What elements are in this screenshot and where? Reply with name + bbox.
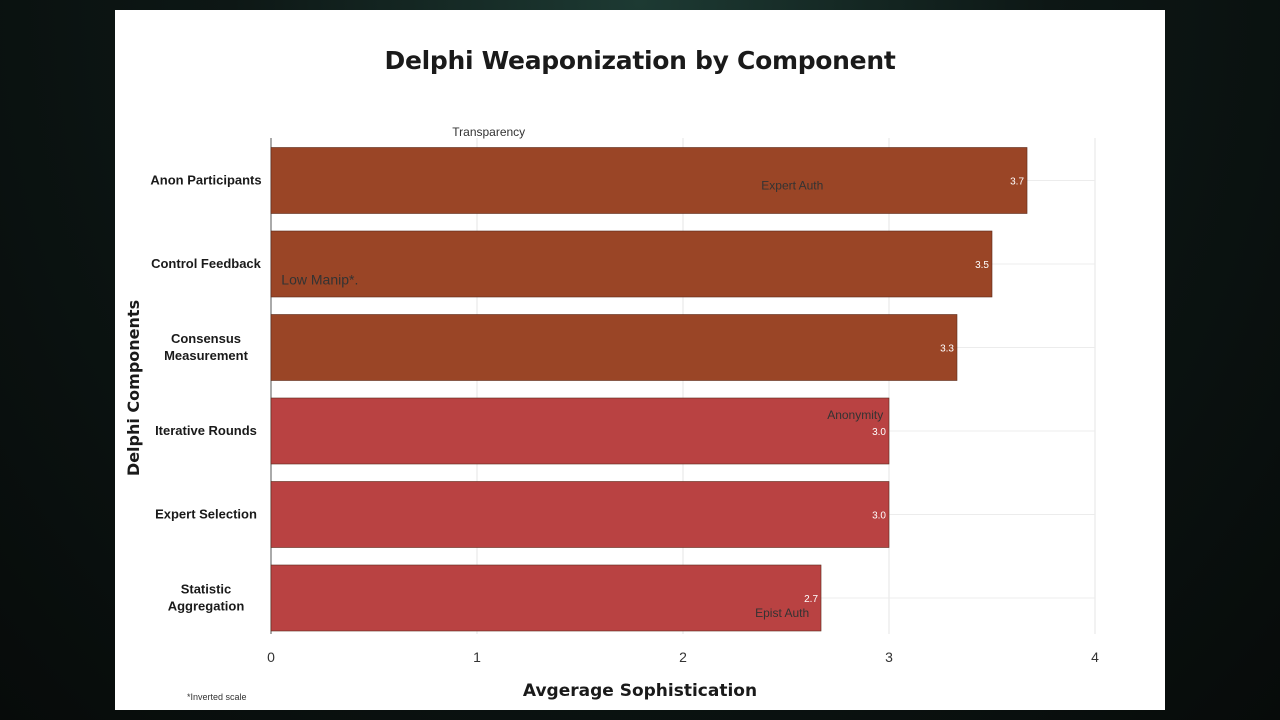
bar-value-label: 3.0 [872,427,886,438]
bar [270,397,890,465]
chart-annotation: Transparency [452,125,525,139]
chart-annotation: Epist Auth [755,606,809,620]
footnote: *Inverted scale [187,692,247,702]
chart-annotation: Anonymity [827,408,883,422]
chart-title: Delphi Weaponization by Component [384,46,896,75]
bar-value-label: 2.7 [804,594,818,605]
labels: 0 1 2 3 4 3.7 3.5 3.3 3.0 3.0 2.7 Anon Participants… [150,125,1099,665]
y-category-label: Expert Selection [155,507,257,522]
y-category-label: Statistic Aggregation [168,582,245,614]
bar [270,481,890,548]
x-tick-label: 1 [473,649,481,665]
bar [270,147,1028,214]
bar-value-label: 3.3 [940,344,954,355]
bar [270,230,993,298]
x-tick-label: 3 [885,649,893,665]
chart-card: Delphi Weaponization by Component 0 1 2 3 4 3… [115,10,1165,710]
x-tick-label: 2 [679,649,687,665]
x-axis-label: Avgerage Sophistication [523,681,757,701]
bars [270,147,1028,632]
chart-annotation: Expert Auth [761,179,823,193]
bar-value-label: 3.5 [975,260,989,271]
bar [270,564,822,632]
bar-value-label: 3.0 [872,511,886,522]
y-axis-label: Delphi Components [124,300,143,476]
bar-chart: 0 1 2 3 4 3.7 3.5 3.3 3.0 3.0 2.7 Anon Participants… [124,125,1099,702]
y-category-label: Anon Participants [150,173,261,188]
y-category-label: Control Feedback [151,256,262,271]
bar-value-label: 3.7 [1010,177,1024,188]
bar [270,314,958,381]
x-tick-label: 4 [1091,649,1099,665]
chart-annotation: Low Manip*. [281,272,358,288]
y-category-label: Consensus Measurement [164,331,248,363]
x-tick-label: 0 [267,649,275,665]
y-category-label: Iterative Rounds [155,423,257,438]
